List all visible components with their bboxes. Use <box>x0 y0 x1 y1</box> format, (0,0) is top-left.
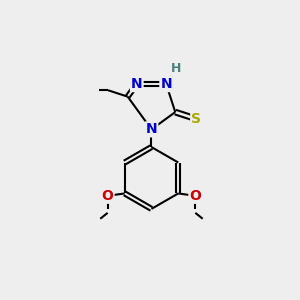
Text: N: N <box>146 122 157 136</box>
Text: N: N <box>160 77 172 91</box>
Text: H: H <box>171 62 182 75</box>
Text: O: O <box>102 189 114 203</box>
Text: N: N <box>131 77 142 91</box>
Text: O: O <box>189 189 201 203</box>
Text: S: S <box>191 112 201 126</box>
